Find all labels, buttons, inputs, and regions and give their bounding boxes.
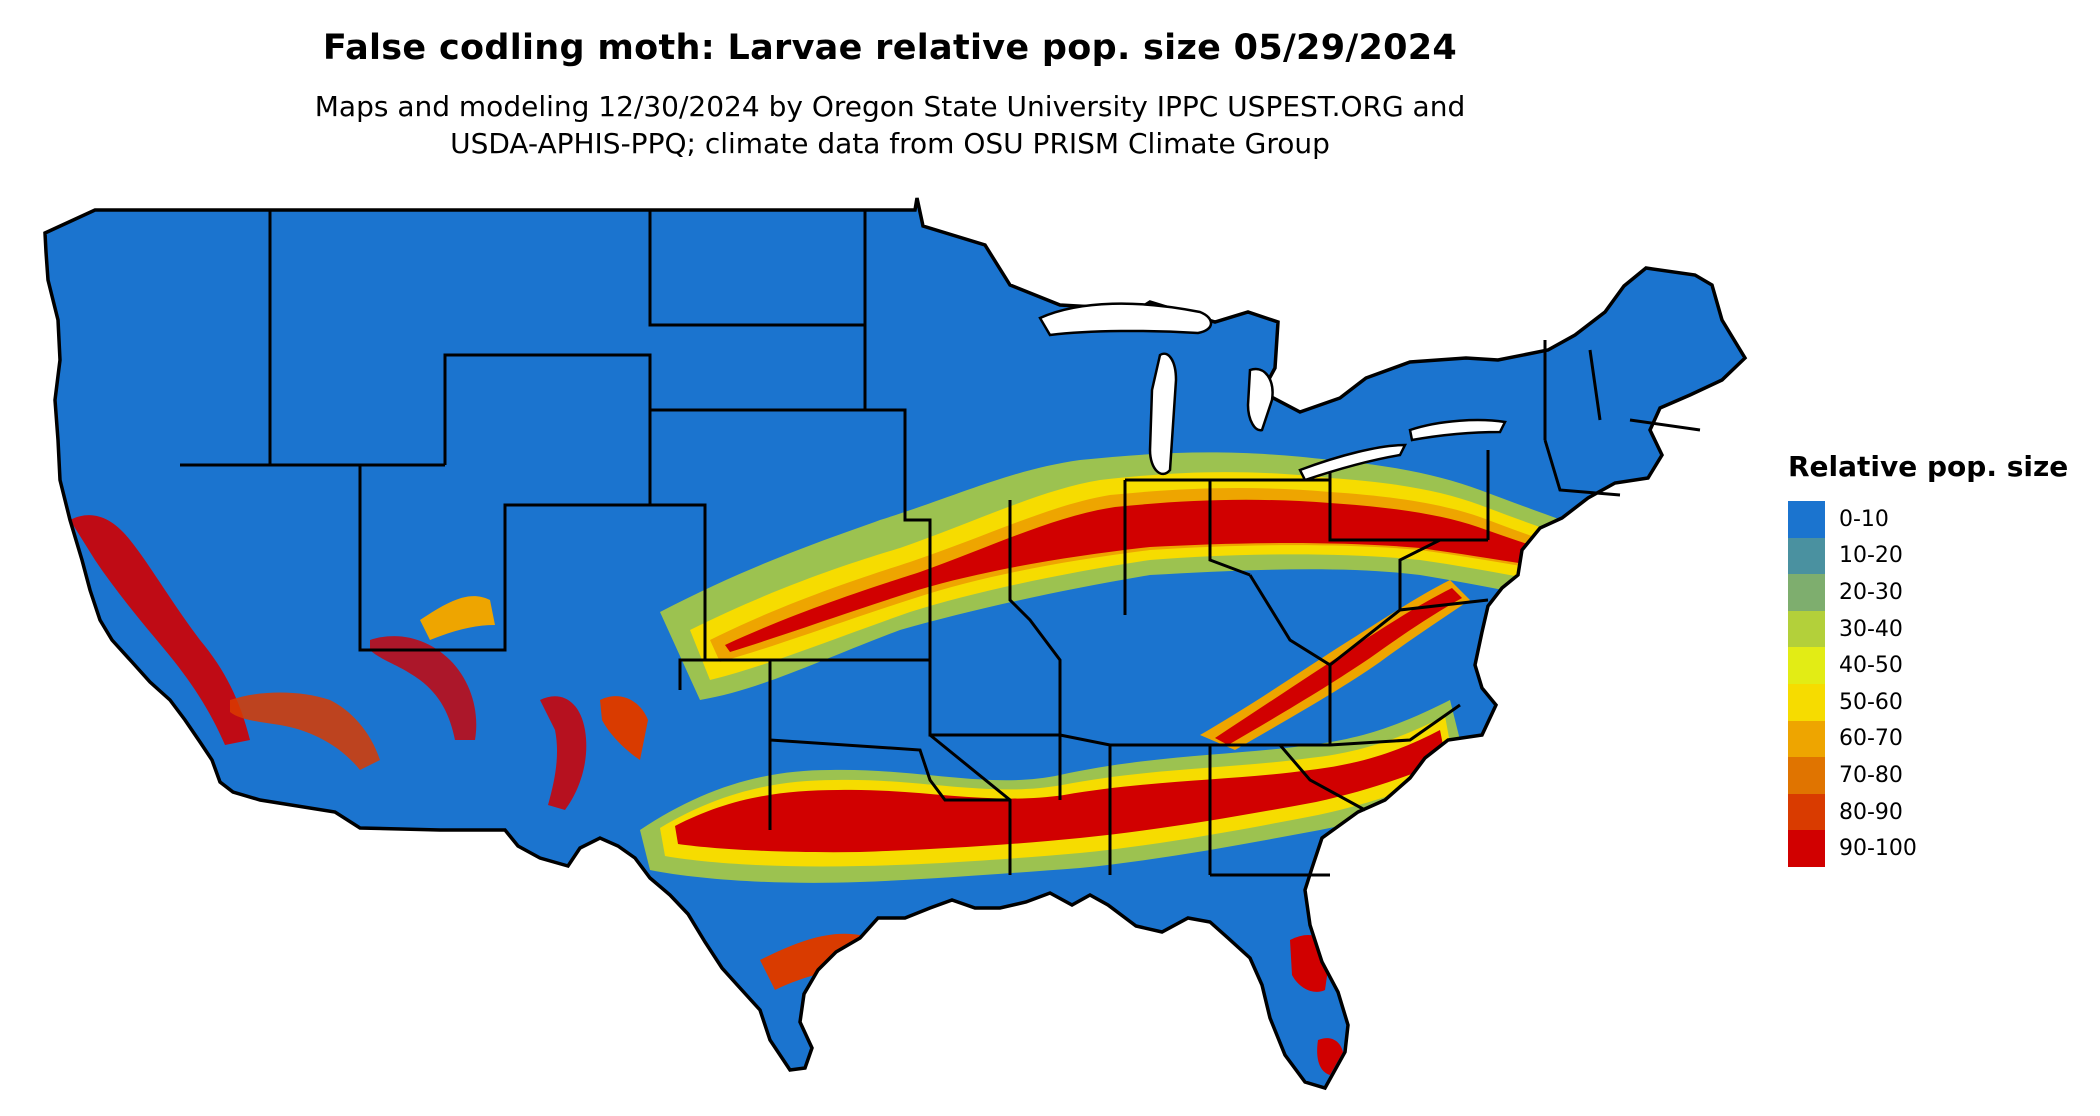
legend-swatch xyxy=(1788,757,1825,794)
legend-label: 50-60 xyxy=(1839,689,1903,715)
legend-label: 70-80 xyxy=(1839,762,1903,788)
lake-huron xyxy=(1246,367,1274,432)
legend-label: 40-50 xyxy=(1839,653,1903,679)
legend-label: 10-20 xyxy=(1839,543,1903,569)
legend-swatch xyxy=(1788,647,1825,684)
northeast-borders xyxy=(1588,349,1701,432)
legend: Relative pop. size 0-10 10-20 20-30 30-40 40… xyxy=(1788,450,2088,867)
band-red-south xyxy=(675,730,1446,853)
legend-item: 60-70 xyxy=(1788,720,2088,758)
band-red-midwest xyxy=(725,499,1590,652)
page-title: False codling moth: Larvae relative pop.… xyxy=(322,28,1458,68)
map-canvas xyxy=(43,196,1747,1090)
legend-item: 80-90 xyxy=(1788,793,2088,831)
legend-item: 20-30 xyxy=(1788,574,2088,611)
plains-borders xyxy=(648,210,932,662)
legend-label: 30-40 xyxy=(1839,616,1903,642)
legend-label: 20-30 xyxy=(1839,579,1903,605)
legend-item: 70-80 xyxy=(1788,757,2088,794)
legend-item: 30-40 xyxy=(1788,610,2088,648)
south-central-borders xyxy=(705,658,1062,875)
legend-item: 0-10 xyxy=(1788,501,2088,538)
legend-items: 0-10 10-20 20-30 30-40 40-50 50-60 60-70 70-80 8… xyxy=(1788,501,2088,867)
legend-swatch xyxy=(1788,537,1825,575)
patch-utah xyxy=(420,596,495,640)
us-map xyxy=(43,196,1747,1090)
legend-swatch xyxy=(1788,683,1825,721)
legend-swatch xyxy=(1788,574,1825,611)
legend-item: 40-50 xyxy=(1788,647,2088,684)
lake-erie xyxy=(1298,443,1408,482)
population-bands xyxy=(70,452,1630,1075)
legend-swatch xyxy=(1788,793,1825,831)
midwest-borders xyxy=(1008,470,1488,735)
patch-desert xyxy=(230,692,380,770)
legend-item: 10-20 xyxy=(1788,537,2088,575)
legend-label: 80-90 xyxy=(1839,799,1903,825)
lake-ontario xyxy=(1408,418,1507,442)
legend-label: 60-70 xyxy=(1839,726,1903,752)
patch-california xyxy=(70,515,250,745)
legend-label: 0-10 xyxy=(1839,506,1889,532)
legend-label: 90-100 xyxy=(1839,836,1917,862)
legend-swatch xyxy=(1788,720,1825,758)
east-borders xyxy=(1248,340,1621,745)
state-borders xyxy=(180,210,1701,877)
band-florida-south xyxy=(1317,1038,1343,1075)
patch-arizona xyxy=(370,636,477,740)
lake-michigan xyxy=(1148,352,1178,476)
subtitle-line-1: Maps and modeling 12/30/2024 by Oregon S… xyxy=(314,90,1466,123)
west-borders xyxy=(180,210,707,690)
legend-item: 90-100 xyxy=(1788,830,2088,867)
band-red-appalachia xyxy=(1215,588,1462,745)
legend-swatch xyxy=(1788,610,1825,648)
subtitle-line-2: USDA-APHIS-PPQ; climate data from OSU PR… xyxy=(450,127,1330,160)
lake-superior xyxy=(1038,302,1213,337)
legend-swatch xyxy=(1788,501,1825,538)
legend-swatch xyxy=(1788,830,1825,867)
legend-item: 50-60 xyxy=(1788,683,2088,721)
page-subtitle: Maps and modeling 12/30/2024 by Oregon S… xyxy=(0,88,1780,162)
land-base xyxy=(45,198,1745,1088)
legend-title: Relative pop. size xyxy=(1788,450,2069,483)
patch-new-mexico-east xyxy=(600,696,648,760)
southeast-borders xyxy=(1059,703,1461,877)
patch-new-mexico xyxy=(540,696,587,810)
